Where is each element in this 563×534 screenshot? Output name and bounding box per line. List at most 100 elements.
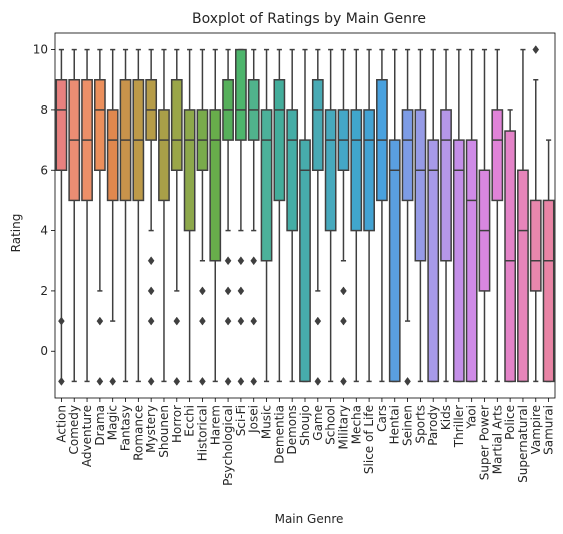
- x-tick-label: Military: [336, 405, 350, 449]
- box-thriller: [452, 48, 465, 383]
- outlier-point: [199, 316, 206, 326]
- box-josei: [247, 48, 260, 386]
- box-parody: [427, 48, 440, 383]
- x-tick-label: Mystery: [144, 405, 158, 453]
- x-tick-label: Samurai: [542, 405, 556, 455]
- box-iqr: [299, 139, 311, 383]
- box-cars: [376, 48, 388, 383]
- box-police: [504, 109, 517, 383]
- box-iqr: [260, 109, 273, 262]
- x-tick-label: Sports: [413, 405, 427, 443]
- box-seinen: [401, 48, 414, 386]
- outlier-point: [250, 316, 258, 326]
- outlier-point: [237, 256, 245, 266]
- box-iqr: [414, 109, 427, 262]
- box-iqr: [209, 109, 222, 262]
- y-axis: 0 2 4 6 8 10: [33, 43, 55, 358]
- box-iqr: [363, 109, 375, 232]
- box-iqr: [452, 139, 465, 383]
- x-tick-label: Historical: [195, 405, 209, 461]
- box-hentai: [388, 48, 401, 383]
- box-romance: [132, 48, 145, 383]
- box-iqr: [158, 109, 170, 202]
- box-iqr: [491, 109, 504, 202]
- box-iqr: [183, 109, 196, 232]
- box-iqr: [465, 139, 478, 383]
- x-tick-label: Psychological: [221, 405, 235, 486]
- x-tick-label: Hentai: [388, 405, 402, 444]
- y-tick-label: 6: [40, 163, 48, 177]
- box-magic: [106, 48, 119, 386]
- outlier-point: [340, 376, 347, 386]
- box-comedy: [68, 48, 81, 383]
- x-tick-label: Demons: [285, 405, 299, 455]
- outlier-point: [250, 256, 258, 266]
- x-tick-label: Cars: [375, 405, 389, 432]
- x-tick-label: Thriller: [452, 405, 466, 448]
- outlier-point: [173, 376, 181, 386]
- outlier-point: [96, 316, 104, 326]
- outlier-point: [109, 376, 117, 386]
- box-samurai: [542, 139, 555, 383]
- outlier-point: [237, 316, 245, 326]
- x-tick-label: School: [324, 405, 338, 445]
- box-iqr: [93, 79, 106, 172]
- outlier-point: [237, 376, 245, 386]
- x-tick-label: Action: [54, 405, 68, 443]
- box-shounen: [158, 48, 170, 383]
- x-tick-label: Shounen: [157, 405, 171, 458]
- box-iqr: [55, 79, 68, 172]
- outlier-point: [173, 316, 181, 326]
- outlier-point: [314, 376, 322, 386]
- box-mecha: [350, 48, 363, 383]
- x-tick-label: Yaoi: [465, 405, 479, 430]
- x-tick-label: Adventure: [80, 405, 94, 467]
- box-shoujo: [299, 48, 311, 383]
- box-game: [311, 48, 324, 386]
- box-iqr: [542, 199, 555, 383]
- box-iqr: [286, 109, 299, 232]
- box-military: [337, 48, 350, 386]
- y-tick-label: 4: [40, 224, 48, 238]
- outlier-point: [147, 286, 155, 296]
- outlier-point: [147, 376, 155, 386]
- box-harem: [209, 48, 222, 383]
- outlier-point: [404, 376, 411, 386]
- box-yaoi: [465, 48, 478, 383]
- x-tick-label: Horror: [170, 405, 184, 443]
- outlier-point: [224, 376, 232, 386]
- box-iqr: [311, 79, 324, 172]
- x-axis-label: Main Genre: [275, 512, 344, 526]
- box-martial-arts: [491, 48, 504, 383]
- box-iqr: [517, 169, 529, 383]
- x-tick-label: Magic: [106, 405, 120, 440]
- box-iqr: [170, 79, 183, 172]
- x-tick-label: Drama: [93, 405, 107, 446]
- box-kids: [440, 48, 452, 383]
- outlier-point: [224, 316, 232, 326]
- box-iqr: [273, 79, 286, 202]
- box-supernatural: [517, 48, 529, 383]
- x-tick-label: Fantasy: [119, 405, 133, 451]
- x-tick-label: Music: [260, 405, 274, 439]
- box-iqr: [388, 139, 401, 383]
- box-demons: [286, 48, 299, 383]
- box-fantasy: [119, 48, 132, 383]
- x-tick-label: Martial Arts: [490, 405, 504, 474]
- outlier-point: [340, 316, 347, 326]
- x-tick-label: Parody: [426, 405, 440, 446]
- y-tick-label: 10: [33, 43, 48, 57]
- box-super-power: [478, 48, 491, 383]
- box-iqr: [350, 109, 363, 232]
- box-iqr: [440, 109, 452, 262]
- outlier-point: [340, 286, 347, 296]
- box-adventure: [81, 48, 93, 383]
- box-drama: [93, 48, 106, 386]
- box-psychological: [222, 48, 234, 386]
- box-iqr: [504, 130, 517, 383]
- outlier-point: [250, 376, 258, 386]
- outlier-point: [199, 376, 206, 386]
- outlier-point: [147, 316, 155, 326]
- box-school: [324, 48, 337, 383]
- x-tick-label: Kids: [439, 405, 453, 430]
